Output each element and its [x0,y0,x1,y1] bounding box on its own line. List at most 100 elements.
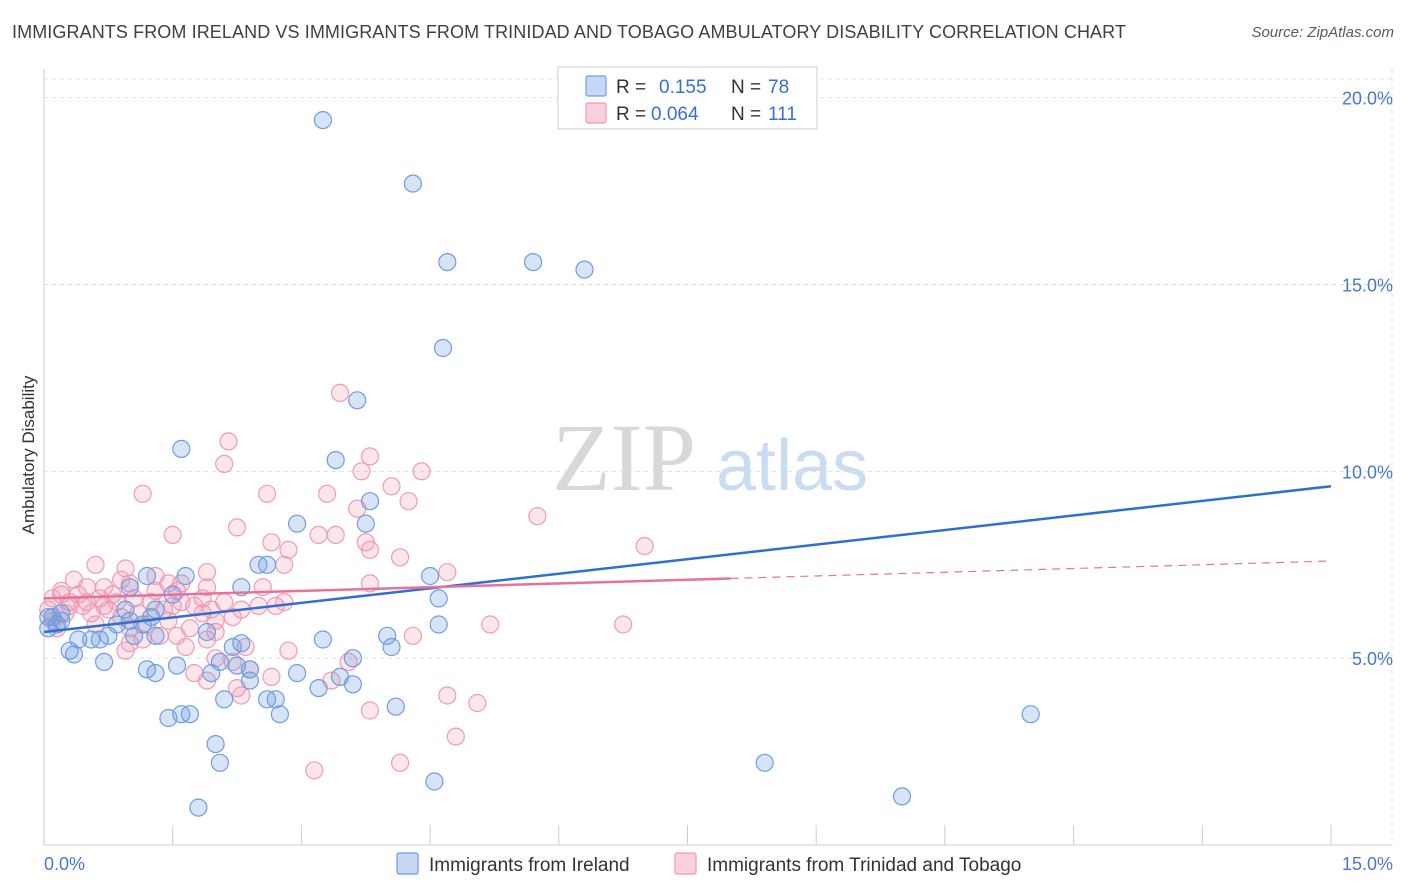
ireland-point-56 [378,626,397,645]
ireland-point-14 [176,566,195,586]
ireland-point-63 [215,690,234,709]
trinidad-point-93 [391,753,410,772]
ireland-point-62 [270,705,289,724]
trinidad-point-78 [279,641,298,660]
trinidad-point-6 [382,477,401,496]
trinidad-point-89 [438,686,457,705]
trinidad-point-23 [116,559,135,578]
ireland-point-71 [189,798,208,817]
trinidad-trend-line [43,577,731,600]
trinidad-point-5 [412,462,431,481]
trinidad-point-18 [279,540,298,559]
ireland-point-1 [403,174,422,193]
trinidad-point-9 [133,484,152,503]
trinidad-point-22 [86,555,105,574]
trinidad-point-92 [446,727,465,746]
legend-r-value-1: 0.155 [659,77,707,98]
trinidad-point-1 [219,432,238,451]
tick-labels: 5.0% 10.0% 15.0% 20.0% 0.0% 15.0% [44,89,1393,874]
chart-title: IMMIGRANTS FROM IRELAND VS IMMIGRANTS FR… [12,22,1127,42]
ireland-point-13 [258,555,277,574]
series-label-ireland: Immigrants from Ireland [429,855,630,876]
ireland-point-37 [94,652,114,672]
ireland-point-39 [133,615,152,634]
x-tick-label-1: 15.0% [1342,854,1393,874]
ireland-trend-line [43,485,1332,634]
ireland-point-66 [180,705,199,724]
ireland-point-5 [433,338,453,358]
legend-swatch-ireland [585,75,607,97]
trinidad-point-73 [116,641,135,660]
ireland-point-68 [210,753,229,772]
ireland-point-21 [116,600,135,619]
ireland-point-40 [197,622,217,642]
ireland-point-9 [360,492,380,511]
ireland-point-57 [382,637,401,657]
ireland-point-72 [755,753,774,772]
trinidad-point-7 [318,484,337,503]
ireland-point-76 [39,607,58,627]
source-credit: Source: ZipAtlas.com [1251,24,1394,41]
ireland-point-17 [429,589,448,608]
trinidad-point-12 [528,507,547,526]
ireland-point-8 [326,451,345,470]
trinidad-point-21 [391,548,410,567]
ireland-point-42 [232,634,251,653]
y-tick-label-3: 20.0% [1342,89,1393,109]
ireland-point-73 [1021,705,1040,724]
ireland-point-67 [206,734,225,754]
ireland-point-55 [343,649,362,668]
trinidad-point-29 [197,578,217,597]
ireland-point-70 [425,772,444,791]
trinidad-point-3 [215,454,234,473]
trinidad-point-25 [438,563,457,582]
ireland-point-18 [421,566,440,586]
trinidad-point-81 [403,626,422,645]
trinidad-point-20 [635,536,654,556]
ireland-point-0 [313,110,332,130]
trend-lines [43,485,1332,634]
trinidad-point-10 [399,492,418,511]
ireland-point-51 [288,663,307,683]
series-legend: Immigrants from Ireland Immigrants from … [396,852,1021,876]
grid-lines [44,69,1393,845]
watermark-zip: ZIP [552,404,696,511]
ireland-point-46 [137,660,157,679]
ireland-point-15 [137,566,157,586]
ireland-point-69 [386,697,405,716]
trinidad-point-16 [262,533,281,552]
trinidad-point-24 [275,555,294,574]
trinidad-point-88 [232,686,251,705]
trinidad-point-91 [360,701,380,720]
ireland-point-4 [575,260,594,279]
trinidad-point-83 [613,615,633,634]
trinidad-point-97 [69,585,88,604]
y-axis-label: Ambulatory Disability [19,375,38,534]
trinidad-point-105 [326,525,345,545]
axes [43,69,1392,846]
trinidad-point-13 [227,518,247,537]
ireland-point-54 [313,630,332,649]
trinidad-point-0 [330,383,350,402]
trinidad-point-34 [120,574,139,593]
legend-n-value-2: 111 [768,104,797,125]
trinidad-point-94 [305,761,324,780]
legend-swatch-trinidad [585,102,607,124]
legend-n-value-1: 78 [768,77,789,98]
legend-n-label-2: N = [731,104,761,125]
ireland-point-34 [146,626,165,645]
ireland-point-49 [202,663,221,683]
trinidad-trend-line-extension [730,560,1332,580]
legend-r-label-1: R = [616,77,646,98]
ireland-point-61 [266,690,285,709]
ireland-point-2 [438,253,457,272]
legend-n-label-1: N = [731,77,761,98]
ireland-point-10 [356,514,375,533]
series-label-trinidad: Immigrants from Trinidad and Tobago [707,855,1021,876]
ireland-point-50 [240,671,259,690]
x-tick-marks [43,825,1332,845]
x-tick-label-0: 0.0% [44,854,85,874]
y-tick-label-0: 5.0% [1352,649,1393,669]
series-swatch-trinidad [674,852,697,875]
